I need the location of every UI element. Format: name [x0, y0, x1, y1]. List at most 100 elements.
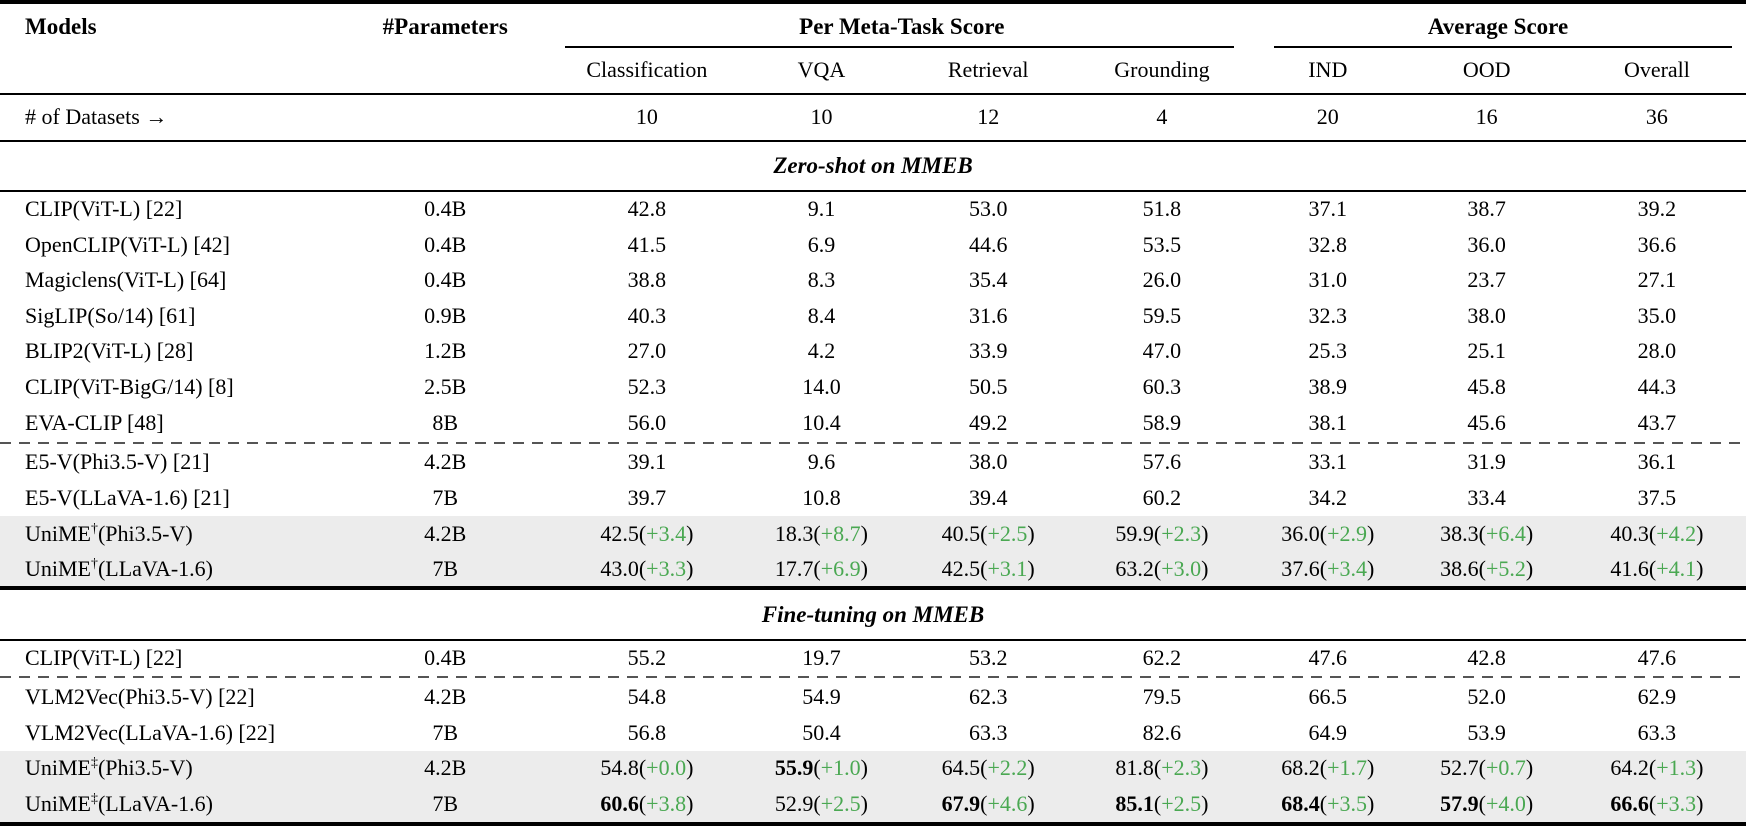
score-cell: 55.9(+1.0): [740, 750, 903, 787]
score-value: 39.1: [627, 449, 667, 475]
score-delta: +2.2: [987, 755, 1028, 781]
paren: (: [1648, 520, 1657, 546]
paren: ): [1201, 520, 1209, 546]
table-row: VLM2Vec(LLaVA-1.6) [22] 7B 56.8 50.4 63.3 82.…: [0, 715, 1746, 751]
paren: (: [1319, 520, 1328, 546]
score-cell: 42.5(+3.4): [553, 515, 741, 552]
score-cell: 66.5: [1250, 679, 1405, 715]
table-row: OpenCLIP(ViT-L) [42] 0.4B 41.5 6.9 44.6 53.5 3…: [0, 227, 1746, 263]
score-value: 55.9: [774, 755, 814, 781]
score-cell: 67.9(+4.6): [902, 786, 1074, 822]
table-row: UniME‡(LLaVA-1.6) 7B 60.6(+3.8) 52.9(+2.5) 6…: [0, 786, 1746, 822]
paren: ): [1525, 790, 1534, 816]
score-value: 26.0: [1142, 267, 1182, 293]
score-value: 37.6: [1281, 555, 1320, 581]
score-delta: +2.5: [987, 520, 1028, 546]
score-cell: 59.9(+2.3): [1073, 515, 1251, 552]
model-name: UniME: [25, 755, 91, 781]
score-value: 19.7: [802, 644, 841, 670]
score-value: 47.6: [1308, 644, 1348, 670]
score-value: 10.8: [802, 484, 841, 510]
model-name-cell: OpenCLIP(ViT-L) [42]: [0, 227, 337, 263]
score-value: 45.6: [1467, 409, 1506, 435]
score-cell: 37.5: [1568, 480, 1746, 516]
score-value: 35.4: [968, 267, 1008, 293]
paren: ): [860, 790, 868, 816]
parameters-cell: 0.9B: [424, 302, 467, 328]
paren: (: [1648, 555, 1657, 581]
score-cell: 39.1: [553, 445, 740, 481]
paren: (: [1478, 790, 1486, 816]
paren: ): [1027, 755, 1035, 781]
score-cell: 38.8: [553, 263, 740, 299]
score-value: 8.3: [807, 267, 836, 293]
paren: (: [1648, 790, 1657, 816]
score-value: 32.8: [1308, 231, 1348, 257]
score-cell: 45.8: [1405, 369, 1567, 405]
paren: ): [1696, 555, 1704, 581]
paren: (: [980, 555, 988, 581]
score-value: 63.3: [1637, 719, 1677, 745]
score-cell: 64.5(+2.2): [902, 750, 1074, 787]
score-delta: +4.1: [1656, 555, 1697, 581]
dataset-count-row: # of Datasets → 10 10 12 4 20 16 36: [0, 94, 1746, 142]
score-cell: 35.0: [1568, 298, 1746, 334]
score-cell: 41.6(+4.1): [1567, 551, 1746, 588]
score-cell: 54.8(+0.0): [553, 750, 741, 787]
score-cell: 42.8: [1405, 640, 1567, 676]
dagger-superscript: †: [91, 520, 98, 536]
table-row: E5-V(Phi3.5-V) [21] 4.2B 39.1 9.6 38.0 57.6 33…: [0, 445, 1746, 481]
score-cell: 52.0: [1405, 679, 1567, 715]
score-cell: 9.1: [740, 191, 902, 227]
score-cell: 27.0: [553, 334, 740, 370]
score-delta: +2.9: [1327, 520, 1367, 546]
score-value: 52.3: [627, 373, 667, 399]
score-value: 52.7: [1440, 755, 1479, 781]
score-value: 60.2: [1142, 484, 1182, 510]
score-cell: 57.9(+4.0): [1405, 786, 1568, 822]
score-value: 82.6: [1142, 719, 1182, 745]
models-column-header: Models: [0, 4, 337, 95]
score-cell: 54.9: [740, 679, 902, 715]
score-cell: 66.6(+3.3): [1567, 786, 1746, 822]
table-row: UniME†(Phi3.5-V) 4.2B 42.5(+3.4) 18.3(+8.7)…: [0, 515, 1746, 552]
per-meta-task-label: Per Meta-Task Score: [799, 14, 1005, 39]
score-value: 25.3: [1308, 338, 1348, 364]
score-cell: 63.2(+3.0): [1073, 551, 1251, 588]
column-header-retrieval: Retrieval: [902, 48, 1074, 95]
parameters-cell: 7B: [432, 719, 459, 745]
paren: (: [1153, 555, 1162, 581]
table-row: SigLIP(So/14) [61] 0.9B 40.3 8.4 31.6 59.5 32.…: [0, 298, 1746, 334]
paren: ): [1696, 520, 1704, 546]
dataset-count-cell: 12: [902, 94, 1074, 142]
score-cell: 36.0: [1405, 227, 1567, 263]
paren: ): [860, 520, 868, 546]
dataset-count-cell: 10: [553, 94, 741, 142]
paren: (: [1648, 755, 1657, 781]
score-delta: +1.3: [1656, 755, 1697, 781]
score-value: 68.4: [1281, 790, 1320, 816]
score-cell: 34.2: [1250, 480, 1405, 516]
score-cell: 19.7: [740, 640, 902, 676]
score-cell: 43.0(+3.3): [553, 551, 741, 588]
paren: (: [1153, 520, 1162, 546]
score-cell: 26.0: [1074, 263, 1250, 299]
score-value: 44.3: [1637, 373, 1677, 399]
score-cell: 36.1: [1568, 445, 1746, 481]
score-cell: 38.1: [1250, 405, 1405, 441]
score-value: 33.4: [1467, 484, 1506, 510]
score-value: 54.8: [627, 683, 667, 709]
score-cell: 45.6: [1405, 405, 1567, 441]
model-name-cell: CLIP(ViT-L) [22]: [0, 191, 337, 227]
score-value: 39.7: [627, 484, 667, 510]
parameters-cell: 1.2B: [424, 338, 467, 364]
score-value: 9.1: [807, 196, 836, 222]
parameters-cell: 0.4B: [424, 196, 467, 222]
score-value: 38.0: [1467, 302, 1506, 328]
score-value: 38.9: [1308, 373, 1348, 399]
parameters-cell: 2.5B: [424, 373, 467, 399]
model-name-variant: (Phi3.5-V): [97, 520, 193, 546]
table-row: CLIP(ViT-L) [22] 0.4B 55.2 19.7 53.2 62.2 47.6…: [0, 640, 1746, 676]
model-name: EVA-CLIP [48]: [25, 409, 164, 435]
score-value: 31.6: [968, 302, 1008, 328]
